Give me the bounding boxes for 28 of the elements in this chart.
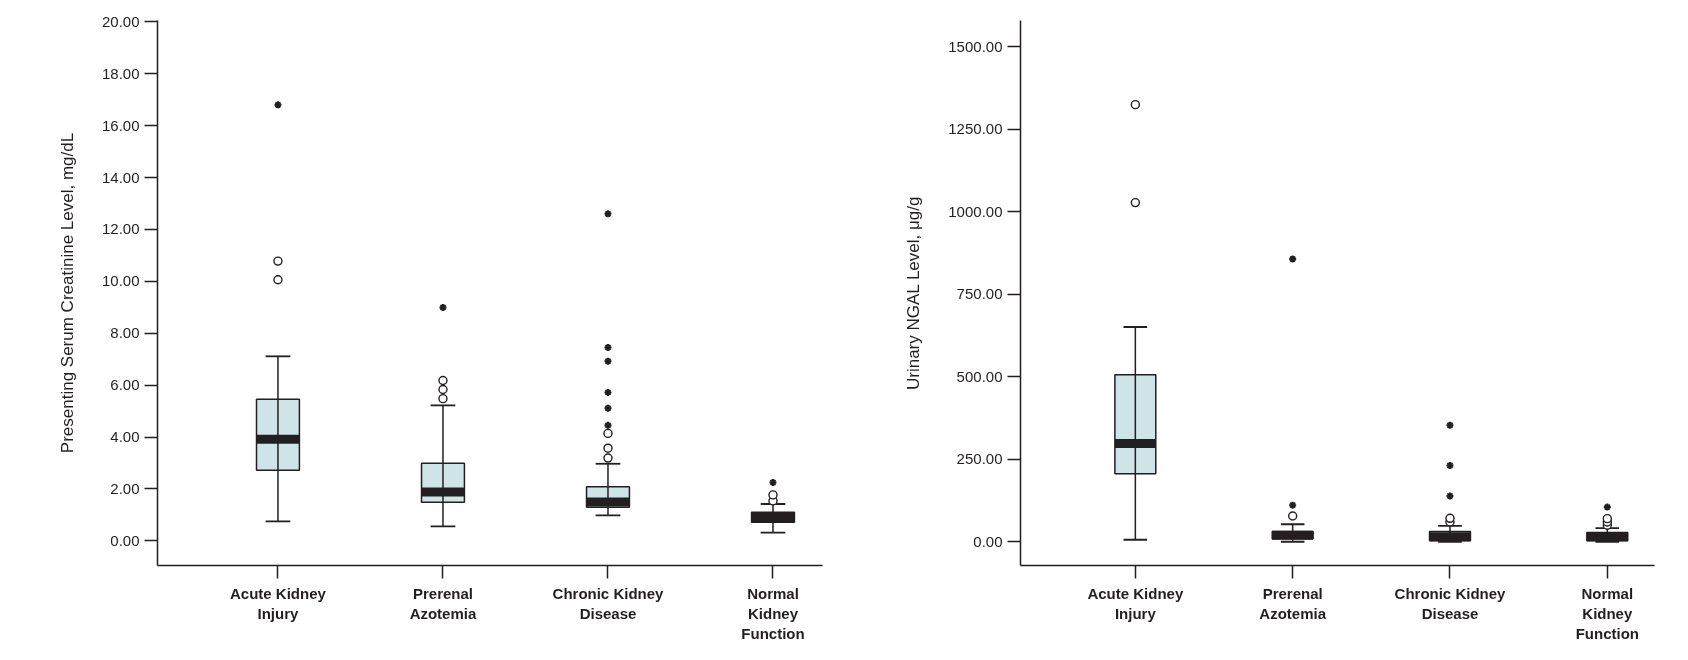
x-tick-label: Normal Kidney Function	[741, 584, 805, 643]
x-tick-label: Acute Kidney Injury	[230, 584, 327, 622]
x-tick-label: Normal Kidney Function	[1575, 584, 1639, 643]
x-tick-label: Prerenal Azotemia	[1259, 584, 1327, 622]
x-tick-label: Prerenal Azotemia	[409, 584, 477, 622]
y-axis-title: Presenting Serum Creatinine Level, mg/dL	[57, 132, 77, 454]
y-tick-label: 1000.00	[948, 202, 1003, 220]
y-tick-label: 6.00	[110, 376, 140, 394]
y-tick-label: 16.00	[101, 116, 140, 134]
y-tick-label: 20.00	[101, 12, 140, 30]
y-tick-label: 1250.00	[948, 120, 1003, 138]
y-tick-label: 12.00	[101, 220, 140, 238]
y-tick-label: 250.00	[956, 450, 1003, 468]
y-tick-label: 14.00	[101, 168, 140, 186]
y-tick-label: 4.00	[110, 428, 140, 446]
y-tick-label: 500.00	[956, 367, 1003, 385]
x-tick-label: Chronic Kidney Disease	[552, 584, 665, 622]
y-tick-label: 18.00	[101, 64, 140, 82]
y-tick-label: 2.00	[110, 479, 140, 497]
y-tick-label: 0.00	[973, 532, 1003, 550]
y-tick-label: 0.00	[110, 531, 140, 549]
y-tick-label: 8.00	[110, 324, 140, 342]
x-tick-label: Acute Kidney Injury	[1087, 584, 1184, 622]
y-tick-label: 10.00	[101, 272, 140, 290]
y-tick-label: 750.00	[956, 285, 1003, 303]
x-tick-label: Chronic Kidney Disease	[1394, 584, 1507, 622]
y-tick-label: 1500.00	[948, 37, 1003, 55]
y-axis-title: Urinary NGAL Level, μg/g	[904, 196, 924, 391]
